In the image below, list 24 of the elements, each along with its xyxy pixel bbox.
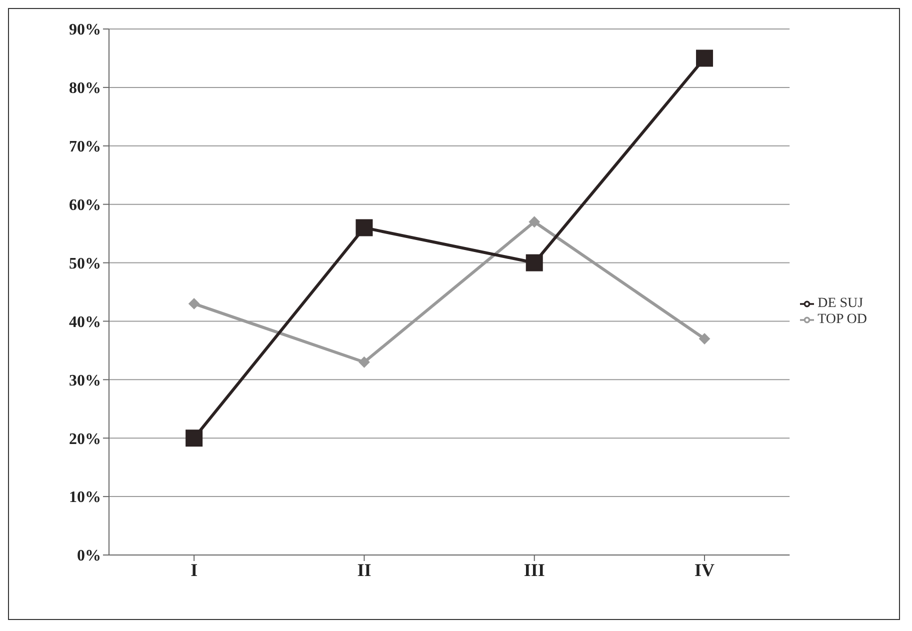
point — [186, 430, 203, 447]
point — [358, 356, 370, 368]
point — [696, 50, 714, 67]
x-tick-label: IV — [694, 560, 715, 580]
y-tick-label: 0% — [77, 548, 101, 565]
point — [356, 219, 373, 236]
y-tick-label: 50% — [69, 255, 101, 272]
y-tick-label: 60% — [69, 197, 101, 214]
point — [526, 254, 543, 272]
legend-label: DE SUJ — [818, 296, 864, 311]
y-tick-label: 70% — [69, 138, 101, 156]
x-tick-label: I — [190, 560, 198, 580]
y-tick-label: 20% — [69, 430, 101, 448]
y-tick-label: 80% — [69, 80, 101, 98]
point — [699, 333, 710, 344]
legend-label: TOP OD — [818, 312, 867, 327]
x-tick-label: III — [524, 560, 545, 580]
y-tick-label: 90% — [69, 22, 101, 39]
y-tick-label: 40% — [69, 314, 101, 331]
y-tick-label: 10% — [69, 489, 101, 506]
x-tick-label: II — [357, 560, 372, 580]
point — [188, 298, 200, 310]
y-tick-label: 30% — [69, 372, 101, 390]
point — [528, 216, 540, 228]
